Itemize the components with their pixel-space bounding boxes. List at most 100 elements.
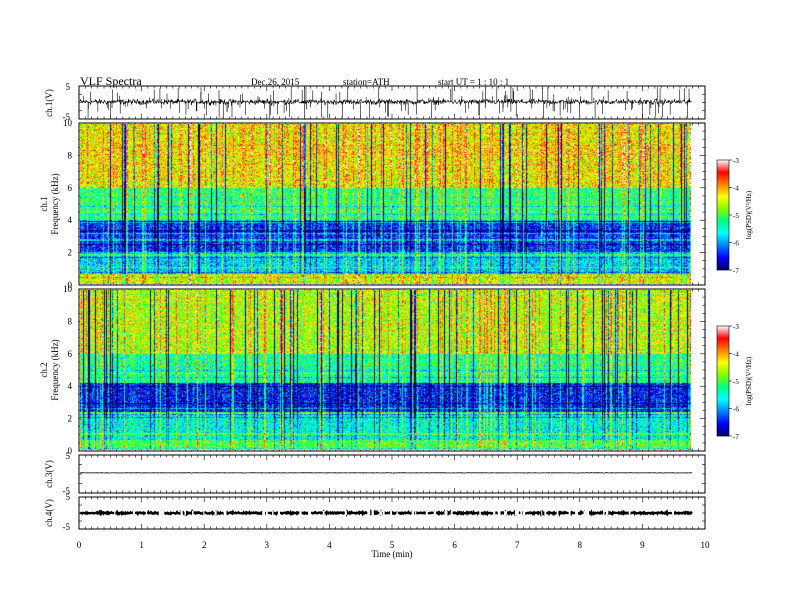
colorbar-cell <box>717 334 729 336</box>
colorbar-tick-label: -3 <box>733 323 739 331</box>
ch3-waveform-panel: 5 -5 ch.3(V) <box>44 451 706 496</box>
colorbar-cell <box>717 356 729 358</box>
colorbar-cell <box>717 351 729 353</box>
x-tick-label: 1 <box>139 540 144 550</box>
colorbar-cell <box>717 201 729 203</box>
colorbar-cell <box>717 182 729 184</box>
colorbar-cell <box>717 184 729 186</box>
ch2-spectrogram-image <box>80 290 691 450</box>
x-tick-label: 7 <box>515 540 520 550</box>
ch4-gap <box>272 511 274 516</box>
colorbar-cell <box>717 360 729 362</box>
colorbar-cell <box>717 211 729 213</box>
ch2-ylabel-top: ch.2 <box>39 362 49 377</box>
colorbar-tick-label: -4 <box>733 351 739 359</box>
colorbar-cell <box>717 249 729 251</box>
colorbar-cell <box>717 238 729 240</box>
ch4-gap <box>606 511 609 516</box>
colorbar-cell <box>717 343 729 345</box>
colorbar-cell <box>717 407 729 409</box>
colorbar-cell <box>717 403 729 405</box>
y-tick-label: 0 <box>68 446 73 456</box>
ch4-gap <box>390 511 393 516</box>
colorbar-cell <box>717 217 729 219</box>
ch4-gap <box>396 511 398 516</box>
colorbar-cell <box>717 216 729 218</box>
colorbar-cell <box>717 430 729 432</box>
colorbar-cell <box>717 168 729 170</box>
colorbar-cell <box>717 207 729 209</box>
colorbar-cell <box>717 397 729 399</box>
colorbar-cell <box>717 414 729 416</box>
colorbar-cell <box>717 198 729 200</box>
colorbar-cell <box>717 388 729 390</box>
colorbar-cell <box>717 366 729 368</box>
colorbar-cell <box>717 170 729 172</box>
colorbar-cell <box>717 421 729 423</box>
colorbar-cell <box>717 221 729 223</box>
ch4-gap <box>371 511 374 516</box>
colorbar-cell <box>717 191 729 193</box>
colorbar-cell <box>717 345 729 347</box>
colorbar-cell <box>717 205 729 207</box>
colorbar-cell <box>717 409 729 411</box>
ch3-waveform-frame <box>78 454 706 494</box>
colorbar-cell <box>717 219 729 221</box>
colorbar-cell <box>717 423 729 425</box>
colorbar-cell <box>717 218 729 220</box>
colorbar-cell <box>717 266 729 268</box>
colorbar-cell <box>717 258 729 260</box>
colorbar-cell <box>717 353 729 355</box>
colorbar-cell <box>717 176 729 178</box>
ch1-ylabel: ch.1(V) <box>44 89 54 117</box>
colorbar-cell <box>717 385 729 387</box>
ch4-gap <box>556 511 559 516</box>
colorbar-cell <box>717 341 729 343</box>
colorbar-cell <box>717 172 729 174</box>
colorbar-cell <box>717 380 729 382</box>
ch3-waveform-trace <box>79 472 693 474</box>
colorbar-cell <box>717 350 729 352</box>
colorbar-cell <box>717 359 729 361</box>
colorbar-cell <box>717 234 729 236</box>
ch1-spikes <box>83 87 690 118</box>
colorbar-cell <box>717 395 729 397</box>
colorbar-cell <box>717 416 729 418</box>
colorbar-cell <box>717 161 729 163</box>
colorbar-cell <box>717 376 729 378</box>
colorbar-cell <box>717 242 729 244</box>
colorbar-cell <box>717 391 729 393</box>
colorbar-cell <box>717 248 729 250</box>
ch4-gap <box>514 511 517 516</box>
colorbar-cell <box>717 263 729 265</box>
ch4-gap <box>433 511 436 516</box>
colorbar-cell <box>717 358 729 360</box>
ch2-ylabel: Frequency (kHz) <box>50 339 60 400</box>
colorbar-cell <box>717 200 729 202</box>
ch4-gap <box>367 511 371 516</box>
colorbar-cell <box>717 410 729 412</box>
colorbar-cell <box>717 369 729 371</box>
colorbar-cell <box>717 227 729 229</box>
ch1-ylabel-top: ch.1 <box>39 196 49 211</box>
colorbar-cell <box>717 368 729 370</box>
colorbar-cell <box>717 166 729 168</box>
colorbar-cell <box>717 425 729 427</box>
ch4-gap <box>322 511 325 516</box>
colorbar-cell <box>717 381 729 383</box>
y-tick-label: 2 <box>68 248 73 258</box>
colorbar-cell <box>717 327 729 329</box>
colorbar-cell <box>717 330 729 332</box>
ch4-gap <box>382 511 385 516</box>
colorbar-cell <box>717 357 729 359</box>
colorbar-cell <box>717 251 729 253</box>
colorbar-cell <box>717 433 729 435</box>
colorbar-cell <box>717 434 729 436</box>
colorbar-cell <box>717 253 729 255</box>
colorbar-cell <box>717 420 729 422</box>
colorbar-cell <box>717 260 729 262</box>
colorbar-cell <box>717 374 729 376</box>
x-tick-label: 2 <box>202 540 207 550</box>
colorbar-cell <box>717 163 729 165</box>
